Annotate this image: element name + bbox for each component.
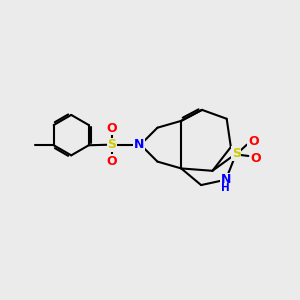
Text: O: O	[106, 155, 117, 168]
Text: S: S	[107, 138, 116, 151]
Text: H: H	[221, 183, 230, 193]
Text: N: N	[220, 173, 231, 186]
Text: S: S	[232, 147, 241, 160]
Text: O: O	[250, 152, 261, 165]
Text: O: O	[248, 135, 259, 148]
Text: O: O	[106, 122, 117, 134]
Text: N: N	[134, 138, 144, 151]
